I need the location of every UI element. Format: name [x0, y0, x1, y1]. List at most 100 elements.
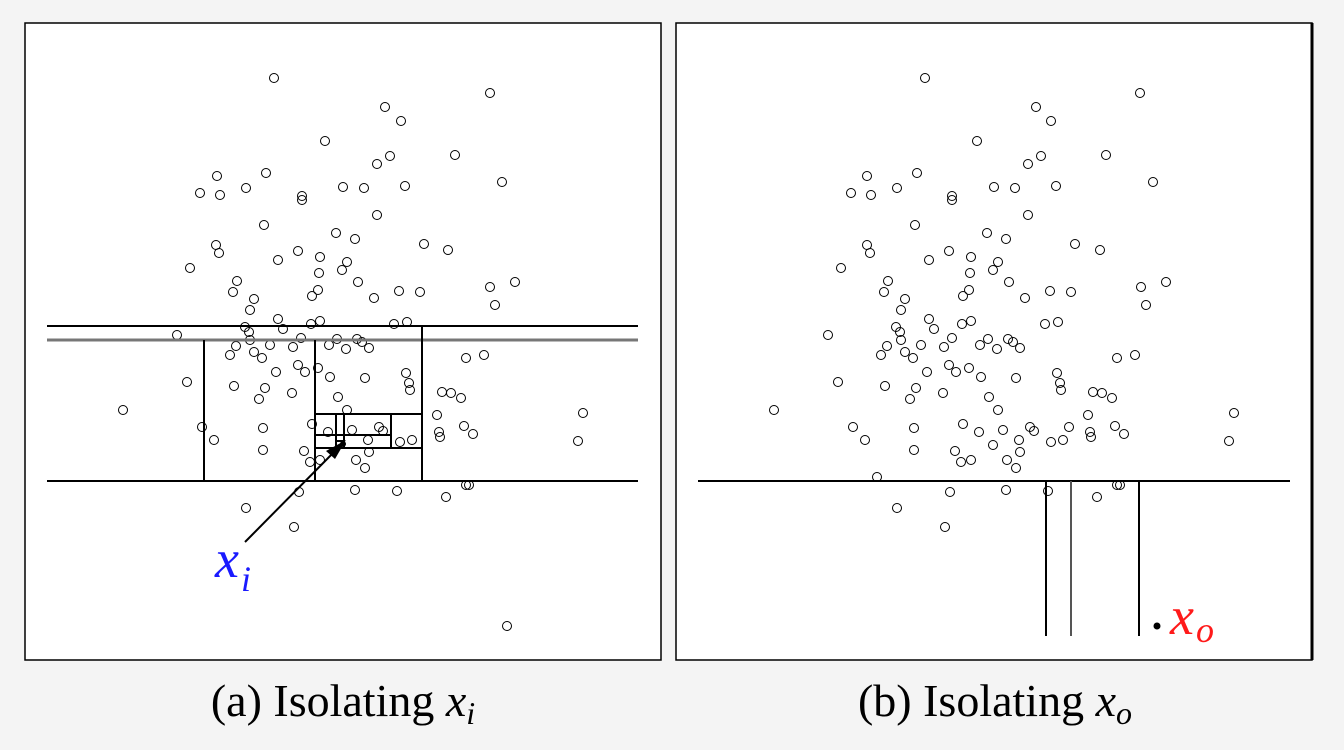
panel-a-sample-point	[435, 432, 445, 442]
panel-b-sample-point	[947, 333, 957, 343]
panel-a-points	[118, 73, 588, 631]
panel-b-sample-point	[983, 334, 993, 344]
panel-b-sample-point	[1107, 393, 1117, 403]
panel-b-sample-point	[882, 341, 892, 351]
panel-a-sample-point	[400, 181, 410, 191]
panel-b-sample-point	[1003, 334, 1013, 344]
panel-isolating-xo: xo	[675, 22, 1314, 661]
panel-a-sample-point	[359, 183, 369, 193]
panel-a-sample-point	[342, 257, 352, 267]
panel-b-sample-point	[900, 294, 910, 304]
panel-a-sample-point	[197, 422, 207, 432]
panel-a-sample-point	[258, 423, 268, 433]
panel-b-sample-point	[958, 419, 968, 429]
panel-b-sample-point	[982, 228, 992, 238]
panel-b-sample-point	[965, 268, 975, 278]
isolated-point-xi	[340, 441, 346, 447]
panel-a-sample-point	[323, 427, 333, 437]
panel-a-sample-point	[490, 300, 500, 310]
panel-a-sample-point	[297, 191, 307, 201]
panel-b-sample-point	[945, 487, 955, 497]
panel-b-sample-point	[1101, 150, 1111, 160]
panel-a-sample-point	[461, 353, 471, 363]
panel-a-sample-point	[269, 73, 279, 83]
panel-b-sample-point	[1056, 385, 1066, 395]
panel-b-sample-point	[1036, 151, 1046, 161]
panel-a-sample-point	[333, 392, 343, 402]
panel-b-sample-point	[984, 392, 994, 402]
panel-a-sample-point	[313, 285, 323, 295]
panel-b-sample-point	[1015, 447, 1025, 457]
panel-b-sample-point	[848, 422, 858, 432]
panel-b-sample-point	[883, 276, 893, 286]
panel-b-sample-point	[1058, 435, 1068, 445]
panel-b-sample-point	[1045, 286, 1055, 296]
panel-a-sample-point	[372, 210, 382, 220]
panel-b-sample-point	[908, 353, 918, 363]
panel-b-sample-point	[880, 381, 890, 391]
panel-isolating-xi: xi	[24, 22, 662, 661]
panel-a-sample-point	[350, 485, 360, 495]
panel-b-sample-point	[866, 190, 876, 200]
panel-a-sample-point	[450, 150, 460, 160]
panel-a-sample-point	[244, 327, 254, 337]
panel-a-sample-point	[260, 383, 270, 393]
caption-a: (a) Isolating xi	[211, 675, 475, 731]
panel-b-sample-point	[1040, 319, 1050, 329]
panel-b-sample-point	[879, 287, 889, 297]
panel-a-sample-point	[212, 171, 222, 181]
panel-b-sample-point	[1014, 435, 1024, 445]
panel-b-sample-point	[1110, 421, 1120, 431]
panel-a-target-point	[244, 440, 346, 543]
isolated-point-xo	[1153, 622, 1161, 630]
panel-b-sample-point	[1053, 317, 1063, 327]
panel-b-sample-point	[1052, 368, 1062, 378]
panel-a-sample-point	[394, 286, 404, 296]
panel-b-sample-point	[1130, 350, 1140, 360]
panel-b-sample-point	[1135, 88, 1145, 98]
panel-b-sample-point	[975, 340, 985, 350]
panel-a-sample-point	[307, 419, 317, 429]
panel-a-sample-point	[320, 136, 330, 146]
panel-a-sample-point	[341, 344, 351, 354]
panel-b-sample-point	[900, 347, 910, 357]
panel-b-sample-point	[1224, 436, 1234, 446]
panel-b-sample-point	[1015, 343, 1025, 353]
panel-b-sample-point	[998, 425, 1008, 435]
panel-b-sample-point	[964, 285, 974, 295]
panel-a-sample-point	[261, 168, 271, 178]
panel-a-sample-point	[257, 353, 267, 363]
panel-b-sample-point	[1086, 432, 1096, 442]
panel-a-sample-point	[395, 437, 405, 447]
panel-b-sample-point	[909, 423, 919, 433]
panel-b-sample-point	[1229, 408, 1239, 418]
panel-b-sample-point	[964, 363, 974, 373]
panel-a-sample-point	[293, 360, 303, 370]
panel-b-sample-point	[922, 367, 932, 377]
panel-b-partition-lines	[698, 480, 1290, 636]
panel-a-sample-point	[380, 102, 390, 112]
panel-a-sample-point	[360, 463, 370, 473]
panel-b-sample-point	[1064, 422, 1074, 432]
panel-a-sample-point	[315, 252, 325, 262]
panel-b-sample-point	[924, 314, 934, 324]
panel-b-sample-point	[951, 367, 961, 377]
panel-b-sample-point	[1043, 486, 1053, 496]
panel-b-sample-point	[895, 327, 905, 337]
panel-a-sample-point	[485, 282, 495, 292]
panel-a-sample-point	[249, 347, 259, 357]
panel-b-sample-point	[896, 305, 906, 315]
panel-a-sample-point	[195, 188, 205, 198]
caption-b: (b) Isolating xo	[858, 675, 1132, 731]
arrow-shaft	[244, 448, 338, 543]
panel-a-sample-point	[337, 265, 347, 275]
panel-a-sample-point	[392, 486, 402, 496]
panel-b-sample-point	[1112, 353, 1122, 363]
panel-a-sample-point	[299, 446, 309, 456]
panel-b-sample-point	[1031, 102, 1041, 112]
panel-b-sample-point	[833, 377, 843, 387]
panel-a-sample-point	[357, 337, 367, 347]
panel-a-sample-point	[185, 263, 195, 273]
panel-a-sample-point	[441, 492, 451, 502]
